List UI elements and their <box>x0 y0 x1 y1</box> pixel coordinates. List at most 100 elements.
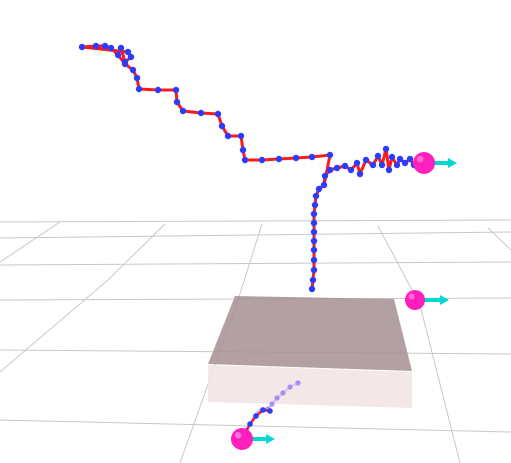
trajectory-point <box>114 51 122 59</box>
trajectory-point <box>308 285 316 293</box>
grid-line <box>0 231 511 239</box>
grid-line <box>0 419 511 433</box>
trajectory-point <box>406 155 414 163</box>
grid-line <box>0 219 511 223</box>
faint-trajectory-point <box>287 384 293 390</box>
faint-trajectory-blue-point <box>253 413 259 419</box>
trajectory-point <box>218 122 226 130</box>
trajectory-point <box>197 109 205 117</box>
platform-front-face <box>208 365 412 408</box>
sphere-highlight <box>416 155 424 163</box>
goal-sphere-middle-right[interactable] <box>405 290 449 310</box>
trajectory-point <box>326 166 334 174</box>
sphere-highlight <box>408 293 415 300</box>
trajectory-point <box>224 132 232 140</box>
trajectory-point <box>308 153 316 161</box>
faint-trajectory <box>241 380 301 438</box>
sphere-highlight <box>234 431 242 439</box>
arrow-right-icon <box>266 434 275 444</box>
trajectory-point <box>107 44 115 52</box>
trajectory-point <box>173 98 181 106</box>
grid-line <box>0 279 109 373</box>
trajectory-point <box>362 156 370 164</box>
trajectory-point <box>172 86 180 94</box>
trajectory-point <box>378 161 386 169</box>
platform-top-face <box>208 296 412 371</box>
trajectory-point <box>124 48 132 56</box>
trajectory-point <box>258 156 266 164</box>
trajectory-point <box>369 161 377 169</box>
trajectory-point <box>92 42 100 50</box>
trajectory-point <box>154 86 162 94</box>
trajectory-point <box>214 110 222 118</box>
grid-line <box>107 223 166 281</box>
goal-markers <box>231 152 457 450</box>
main-trajectory <box>78 42 422 293</box>
arrow-right-icon <box>440 295 449 305</box>
trajectory-point <box>393 161 401 169</box>
grid-line <box>0 261 511 266</box>
sphere-icon <box>405 290 425 310</box>
trajectory-point <box>239 146 247 154</box>
trajectory-point <box>101 42 109 50</box>
trajectory-point <box>347 166 355 174</box>
trajectory-point <box>310 246 318 254</box>
trajectory-point <box>129 66 137 74</box>
grid-line <box>237 223 263 301</box>
trajectory-point <box>310 237 318 245</box>
trajectory-point <box>121 58 129 66</box>
trajectory-point <box>321 172 329 180</box>
arrow-right-icon <box>433 161 448 165</box>
trajectory-point <box>275 155 283 163</box>
trajectory-point <box>326 151 334 159</box>
sphere-icon <box>413 152 435 174</box>
grid-line <box>0 221 61 263</box>
arrow-right-icon <box>423 298 440 302</box>
trajectory-point <box>385 166 393 174</box>
trajectory-point <box>135 85 143 93</box>
trajectory-point <box>117 44 125 52</box>
trajectory-point <box>310 228 318 236</box>
trajectory-point <box>333 164 341 172</box>
trajectory-point <box>292 154 300 162</box>
trajectory-point <box>374 152 382 160</box>
arrow-right-icon <box>251 437 266 441</box>
faint-trajectory-point <box>280 390 286 396</box>
trajectory-point <box>320 181 328 189</box>
platform-box <box>208 296 412 408</box>
trajectory-point <box>312 192 320 200</box>
faint-trajectory-blue-point <box>260 407 266 413</box>
faint-trajectory-point <box>269 401 275 407</box>
faint-trajectory-point <box>274 395 280 401</box>
trajectory-point <box>356 170 364 178</box>
trajectory-point <box>388 153 396 161</box>
grid-line <box>487 227 511 251</box>
grid-line <box>419 304 461 463</box>
trajectory-point <box>310 256 318 264</box>
trajectory-point <box>401 159 409 167</box>
faint-trajectory-point <box>295 380 301 386</box>
trajectory-point <box>315 185 323 193</box>
trajectory-point <box>382 145 390 153</box>
trajectory-point <box>310 219 318 227</box>
trajectory-point <box>311 201 319 209</box>
trajectory-point <box>396 155 404 163</box>
trajectory-point <box>78 43 86 51</box>
trajectory-point <box>241 156 249 164</box>
faint-trajectory-blue-point <box>247 421 253 427</box>
trajectory-point <box>353 159 361 167</box>
trajectory-point <box>127 53 135 61</box>
trajectory-point <box>310 210 318 218</box>
goal-sphere-upper-right[interactable] <box>413 152 457 174</box>
faint-trajectory-blue-point <box>267 408 273 414</box>
trajectory-point <box>309 276 317 284</box>
trajectory-point <box>133 74 141 82</box>
goal-sphere-bottom[interactable] <box>231 428 275 450</box>
trajectory-point <box>179 107 187 115</box>
trajectory-point <box>237 132 245 140</box>
trajectory-point <box>341 162 349 170</box>
sphere-icon <box>231 428 253 450</box>
trajectory-segment <box>81 44 332 186</box>
